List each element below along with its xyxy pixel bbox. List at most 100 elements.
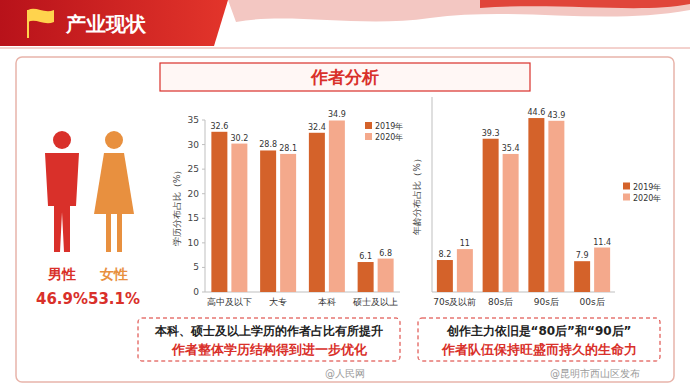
gender-label: 女性	[99, 266, 128, 282]
caption-line: 作者整体学历结构得到进一步优化	[171, 342, 368, 357]
y-axis-title: 学历分布占比（%）	[172, 166, 182, 247]
y-tick	[202, 193, 205, 194]
legend: 2019年 2020年	[365, 122, 403, 142]
y-axis	[432, 97, 433, 292]
y-axis-title: 年龄分布占比（%）	[412, 154, 422, 235]
chart: 年龄分布占比（%） 8.2 11 39.335.4 44.643.9 7.9 11.4 70s…	[412, 97, 661, 307]
bar	[437, 260, 453, 292]
data-label: 32.6	[210, 122, 228, 131]
bar	[260, 150, 276, 292]
data-labels: 32.630.2 28.828.1 32.434.9 6.1 6.8	[210, 110, 392, 261]
x-tick-label: 本科	[318, 297, 336, 307]
bar	[503, 154, 519, 292]
x-tick-label: 70s及以前	[433, 297, 476, 307]
figure-leg	[117, 214, 122, 252]
bar	[528, 118, 544, 292]
bar	[457, 249, 473, 292]
bar	[483, 139, 499, 292]
caption-line: 作者队伍保持旺盛而持久的生命力	[441, 342, 637, 357]
data-label: 30.2	[230, 134, 248, 143]
caption-line: 创作主力依旧是“80后”和“90后”	[446, 324, 632, 338]
bar	[358, 262, 374, 292]
data-label: 11	[460, 239, 470, 248]
legend-swatch	[365, 122, 372, 129]
legend-label: 2019年	[375, 122, 403, 131]
x-tick-label: 80s后	[488, 297, 513, 307]
data-label: 7.9	[576, 251, 589, 260]
y-tick-label: 15	[188, 213, 199, 223]
y-tick	[202, 292, 205, 293]
panel-title: 作者分析	[310, 67, 379, 87]
bar	[378, 259, 394, 292]
header-title: 产业现状	[65, 12, 147, 36]
figure-head	[105, 131, 123, 149]
data-label: 35.4	[502, 144, 520, 153]
gender-figure	[45, 131, 79, 252]
gender-label: 男性	[47, 266, 76, 282]
bar	[211, 132, 227, 292]
bar	[329, 120, 345, 292]
y-tick-label: 20	[188, 189, 200, 199]
gender-value: 53.1%	[88, 290, 140, 308]
header-wave	[480, 0, 690, 8]
x-tick-label: 大专	[269, 297, 287, 307]
watermark: @人民网	[325, 368, 365, 379]
y-tick-label: 35	[188, 115, 199, 125]
gender-value: 46.9%	[36, 290, 88, 308]
caption-box	[418, 318, 660, 361]
caption-line: 本科、硕士及以上学历的作者占比有所提升	[154, 324, 383, 338]
y-tick-label: 5	[193, 262, 199, 272]
y-tick	[202, 144, 205, 145]
figure-leg	[106, 214, 111, 252]
data-label: 44.6	[527, 108, 545, 117]
bar	[309, 133, 325, 292]
y-tick	[202, 218, 205, 219]
bars	[437, 118, 610, 292]
legend-swatch	[623, 194, 630, 201]
data-label: 6.8	[379, 249, 392, 258]
data-label: 32.4	[308, 123, 326, 132]
x-tick-label: 高中及以下	[207, 297, 252, 307]
data-label: 6.1	[359, 252, 372, 261]
bar	[574, 261, 590, 292]
y-tick	[202, 169, 205, 170]
data-label: 8.2	[439, 250, 452, 259]
data-label: 28.8	[259, 140, 277, 149]
bar	[231, 144, 247, 292]
x-tick-label: 00s后	[580, 297, 605, 307]
panel-title-box	[160, 63, 530, 91]
bar	[548, 121, 564, 292]
y-tick-label: 25	[188, 164, 199, 174]
data-label: 39.3	[482, 129, 500, 138]
chart: 05101520253035学历分布占比（%）32.630.228.828.13…	[172, 110, 403, 307]
watermark: @昆明市西山区发布	[550, 368, 640, 379]
x-tick-label: 90s后	[534, 297, 559, 307]
data-label: 28.1	[279, 144, 297, 153]
y-tick	[202, 267, 205, 268]
bar	[594, 248, 610, 292]
slide: 产业现状作者分析男性46.9%女性53.1%05101520253035学历分布…	[0, 0, 690, 387]
header-icon	[28, 9, 54, 23]
figure-head	[53, 131, 71, 149]
header-band	[0, 0, 228, 46]
caption-box	[138, 318, 400, 361]
header-rule	[0, 48, 690, 49]
bars	[211, 120, 393, 292]
legend-swatch	[365, 133, 372, 140]
data-label: 43.9	[547, 111, 565, 120]
data-labels: 8.2 11 39.335.4 44.643.9 7.9 11.4	[439, 108, 612, 260]
data-label: 34.9	[328, 110, 346, 119]
data-label: 11.4	[593, 238, 611, 247]
y-axis	[205, 120, 206, 292]
header-icon	[27, 10, 29, 38]
legend-label: 2020年	[375, 133, 403, 142]
bar	[280, 154, 296, 292]
figure-body	[94, 153, 134, 214]
figure-body	[45, 153, 79, 252]
legend-swatch	[623, 183, 630, 190]
legend: 2019年2020年	[623, 183, 661, 203]
y-tick	[202, 242, 205, 243]
y-tick-label: 0	[193, 287, 199, 297]
gender-figure	[94, 131, 134, 252]
y-tick	[202, 120, 205, 121]
